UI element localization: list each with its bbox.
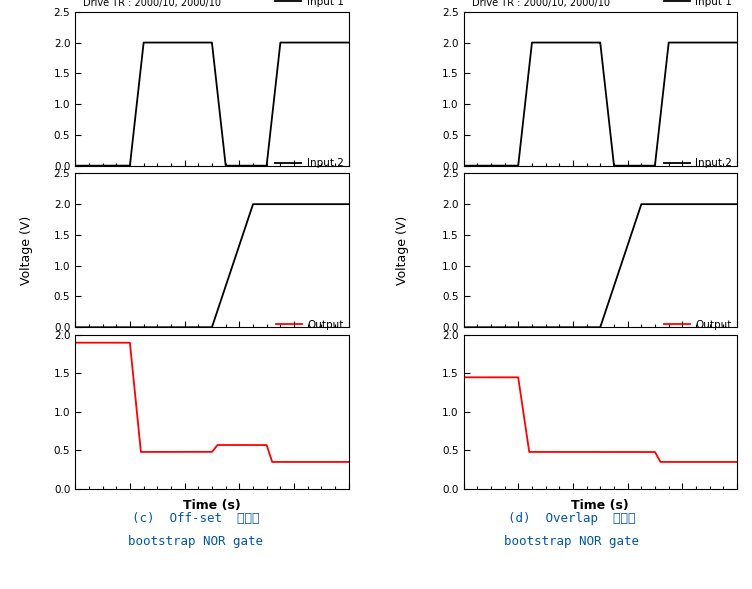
- Legend: Output: Output: [276, 320, 344, 330]
- X-axis label: Time (s): Time (s): [183, 499, 241, 512]
- Legend: Output: Output: [664, 320, 732, 330]
- Text: Voltage (V): Voltage (V): [396, 216, 409, 285]
- Text: (c)  Off-set  구조의
bootstrap NOR gate: (c) Off-set 구조의 bootstrap NOR gate: [128, 512, 263, 548]
- Text: Voltage (V): Voltage (V): [20, 216, 33, 285]
- Legend: Input 1: Input 1: [663, 0, 732, 6]
- Text: Drive TR : 2000/10, 2000/10: Drive TR : 2000/10, 2000/10: [472, 0, 610, 8]
- Text: Drive TR : 2000/10, 2000/10: Drive TR : 2000/10, 2000/10: [83, 0, 221, 8]
- X-axis label: Time (s): Time (s): [572, 499, 629, 512]
- Legend: Input 2: Input 2: [275, 158, 344, 168]
- Legend: Input 1: Input 1: [275, 0, 344, 6]
- Text: (d)  Overlap  구조의
bootstrap NOR gate: (d) Overlap 구조의 bootstrap NOR gate: [504, 512, 639, 548]
- Legend: Input 2: Input 2: [663, 158, 732, 168]
